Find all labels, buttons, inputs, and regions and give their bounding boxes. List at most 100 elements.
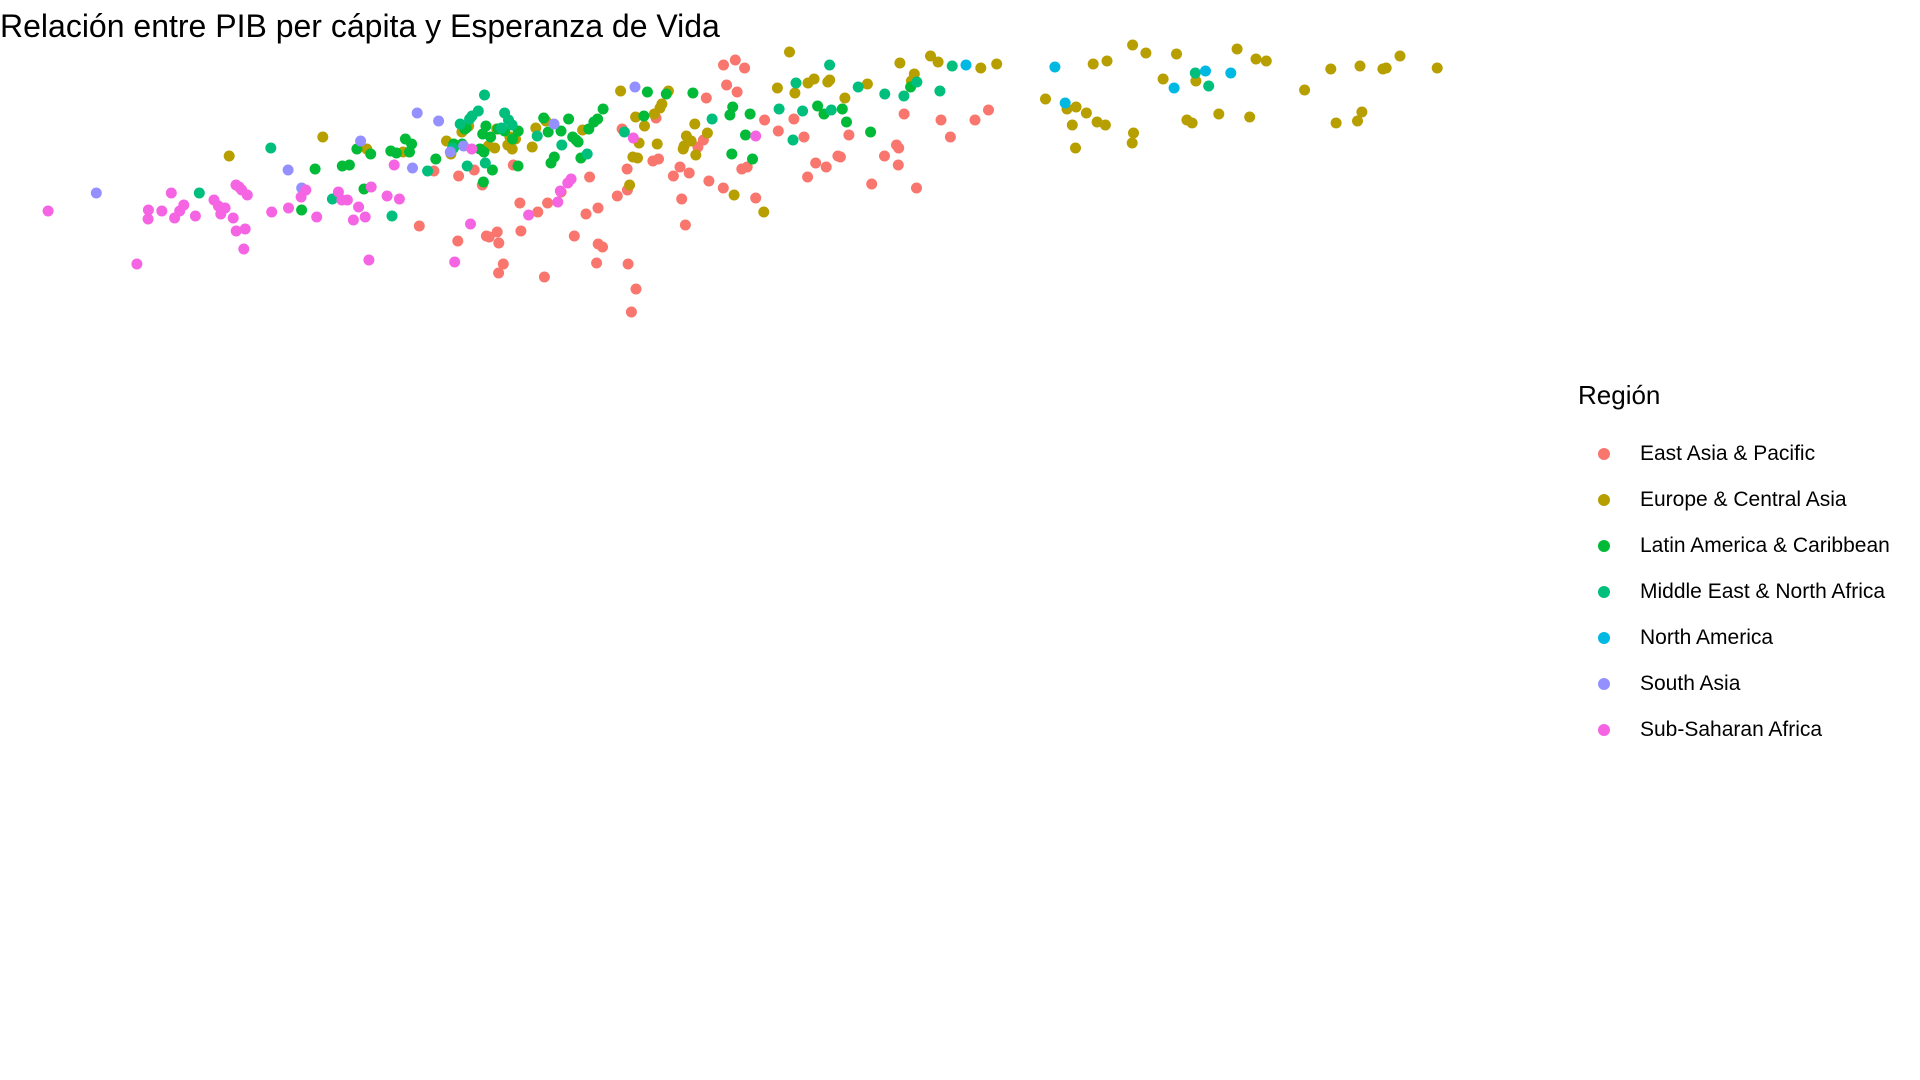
data-point	[554, 185, 566, 197]
data-point	[266, 206, 278, 218]
data-point	[413, 220, 425, 232]
data-point	[678, 140, 690, 152]
data-point	[265, 142, 277, 154]
legend-key-dot	[1598, 632, 1610, 644]
data-point	[787, 134, 799, 146]
data-point	[142, 213, 154, 225]
data-point	[690, 149, 702, 161]
data-point	[385, 145, 397, 157]
data-point	[444, 146, 456, 158]
data-point	[449, 256, 461, 268]
data-point	[773, 103, 785, 115]
data-point	[1171, 48, 1182, 60]
data-point	[178, 199, 190, 211]
data-point	[388, 159, 400, 171]
data-point	[399, 133, 411, 145]
data-point	[156, 205, 168, 217]
plot-area	[42, 39, 1443, 318]
series-4	[193, 59, 1215, 222]
data-point	[300, 184, 312, 196]
data-point	[727, 101, 739, 113]
data-point	[892, 159, 904, 171]
data-point	[679, 219, 691, 231]
data-point	[393, 193, 405, 205]
data-point	[532, 206, 544, 218]
data-point	[683, 167, 695, 179]
data-point	[983, 104, 994, 116]
data-point	[721, 79, 733, 91]
data-point	[592, 202, 604, 214]
data-point	[1066, 119, 1078, 131]
data-point	[497, 258, 509, 270]
data-point	[1190, 75, 1202, 87]
data-point	[592, 238, 604, 250]
data-point	[706, 113, 718, 125]
data-point	[1101, 55, 1113, 67]
data-point	[282, 164, 294, 176]
data-point	[674, 161, 686, 173]
data-point	[309, 163, 321, 175]
data-point	[555, 125, 567, 137]
legend-key-dot	[1598, 448, 1610, 460]
data-point	[411, 107, 423, 119]
data-point	[538, 112, 550, 124]
data-point	[1244, 111, 1256, 123]
legend-label: Middle East & North Africa	[1640, 580, 1886, 603]
data-point	[454, 118, 466, 130]
data-point	[223, 150, 235, 162]
legend-key-dot	[1598, 540, 1610, 552]
data-point	[1087, 58, 1099, 70]
data-point	[680, 130, 692, 142]
data-point	[493, 237, 505, 249]
data-point	[1127, 39, 1139, 51]
data-point	[667, 170, 679, 182]
legend-item: Europe & Central Asia	[1578, 477, 1890, 523]
data-point	[639, 120, 650, 132]
data-point	[1157, 73, 1169, 85]
data-point	[1091, 116, 1103, 128]
data-point	[568, 230, 580, 242]
data-point	[820, 161, 832, 173]
data-point	[825, 104, 837, 116]
data-point	[512, 160, 524, 172]
data-point	[386, 210, 398, 222]
data-point	[515, 225, 527, 237]
data-point	[651, 138, 663, 150]
data-point	[744, 108, 756, 120]
data-point	[506, 119, 518, 131]
data-point	[565, 173, 577, 185]
data-point	[538, 271, 550, 283]
data-point	[480, 230, 492, 242]
data-point	[866, 178, 878, 190]
data-point	[812, 100, 824, 112]
data-point	[1325, 63, 1337, 75]
data-point	[472, 105, 484, 117]
data-point	[283, 202, 294, 214]
data-point	[1260, 55, 1272, 67]
data-point	[865, 126, 877, 138]
data-point	[932, 56, 944, 68]
data-point	[911, 182, 922, 194]
data-point	[478, 146, 490, 158]
data-point	[925, 50, 936, 62]
data-point	[790, 77, 802, 89]
data-point	[1126, 137, 1138, 149]
data-point	[747, 153, 758, 165]
legend-item: East Asia & Pacific	[1578, 431, 1890, 477]
data-point	[355, 135, 367, 147]
legend-key-dot	[1598, 678, 1610, 690]
legend-label: Europe & Central Asia	[1640, 488, 1847, 511]
data-point	[638, 110, 650, 122]
data-point	[580, 208, 592, 220]
legend-label: Latin America & Caribbean	[1640, 534, 1890, 557]
data-point	[625, 306, 637, 318]
legend-key-dot	[1598, 586, 1610, 598]
data-point	[1059, 97, 1071, 109]
data-point	[797, 105, 809, 117]
data-point	[241, 189, 253, 201]
data-point	[834, 151, 846, 163]
data-point	[453, 170, 465, 182]
data-point	[526, 141, 538, 153]
data-point	[1070, 101, 1082, 113]
series-6	[90, 81, 641, 199]
